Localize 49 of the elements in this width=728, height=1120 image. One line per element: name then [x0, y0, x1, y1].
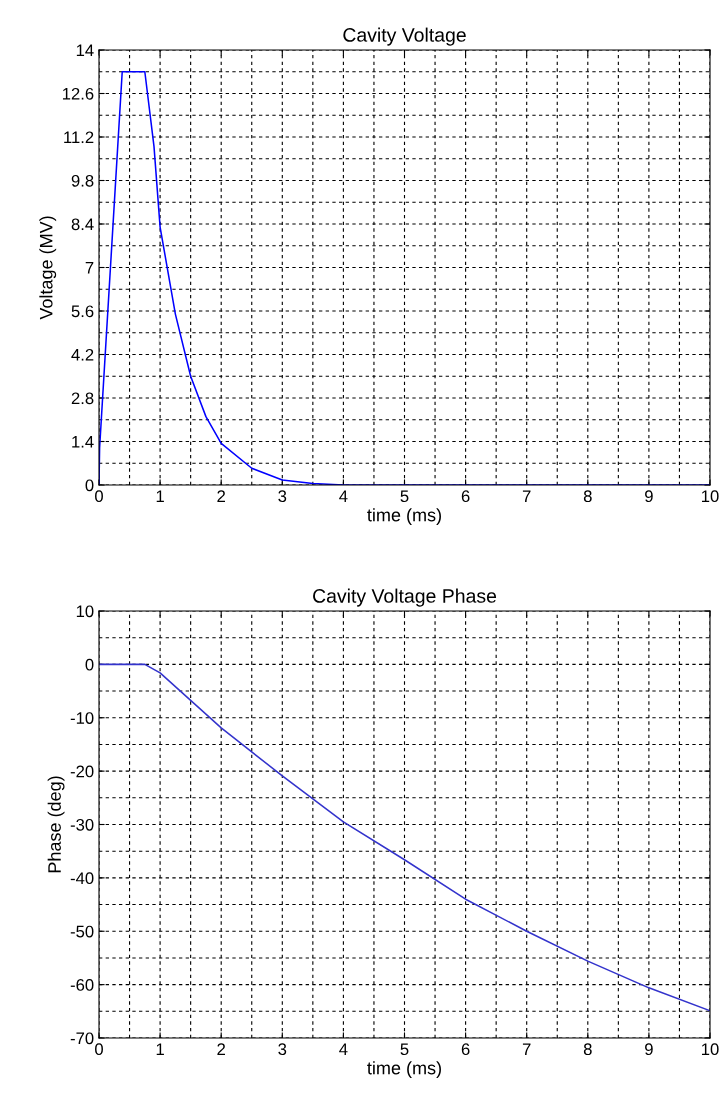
y-tick-label: 0 [85, 479, 94, 492]
x-tick-label: 3 [278, 490, 287, 503]
y-tick-label: -70 [70, 1032, 94, 1045]
chart-title: Cavity Voltage [343, 27, 466, 46]
x-tick-label: 5 [400, 1043, 409, 1056]
x-tick-label: 10 [702, 490, 719, 503]
x-tick-label: 6 [461, 1043, 470, 1056]
x-tick-label: 9 [645, 490, 653, 503]
x-tick-label: 7 [522, 1043, 531, 1055]
y-axis-title: Voltage (MV) [39, 216, 57, 320]
y-tick-label: 1.4 [72, 436, 94, 448]
y-tick-label: 14 [76, 44, 94, 57]
y-tick-label: 5.6 [71, 305, 94, 318]
y-axis-title: Phase (deg) [47, 776, 65, 873]
y-tick-label: 9.8 [71, 174, 94, 187]
x-tick-label: 7 [522, 490, 531, 502]
chart-title: Cavity Voltage Phase [313, 588, 497, 607]
y-tick-label: 12.6 [62, 87, 94, 100]
x-tick-label: 4 [339, 1043, 348, 1055]
x-axis-title: time (ms) [367, 508, 441, 525]
x-tick-label: 0 [95, 1043, 103, 1056]
x-tick-label: 2 [217, 1043, 225, 1055]
x-tick-label: 4 [339, 490, 348, 502]
x-tick-label: 8 [583, 490, 592, 503]
y-tick-label: -10 [70, 712, 94, 724]
y-tick-label: 0 [85, 658, 94, 671]
y-tick-label: 10 [76, 605, 94, 618]
x-tick-label: 10 [702, 1043, 719, 1056]
y-tick-label: 2.8 [71, 392, 94, 405]
x-tick-label: 3 [278, 1043, 287, 1056]
y-tick-label: -20 [70, 765, 94, 778]
y-tick-label: 7 [85, 262, 94, 274]
y-tick-label: 11.2 [64, 131, 94, 144]
x-tick-label: 8 [583, 1043, 592, 1056]
x-tick-label: 6 [461, 490, 470, 503]
line-series [99, 663, 710, 1012]
y-tick-label: -30 [70, 818, 94, 831]
y-tick-label: -40 [70, 872, 94, 885]
x-axis-title: time (ms) [367, 1061, 441, 1078]
x-tick-label: 0 [95, 490, 103, 503]
x-tick-label: 5 [400, 490, 409, 503]
y-tick-label: 4.2 [71, 348, 94, 361]
y-tick-label: 8.4 [71, 218, 94, 231]
x-tick-label: 1 [156, 490, 164, 502]
y-tick-label: -60 [70, 979, 94, 991]
x-tick-label: 1 [156, 1043, 164, 1055]
y-tick-label: -50 [70, 925, 94, 938]
x-tick-label: 2 [217, 490, 225, 502]
x-tick-label: 9 [645, 1043, 653, 1056]
